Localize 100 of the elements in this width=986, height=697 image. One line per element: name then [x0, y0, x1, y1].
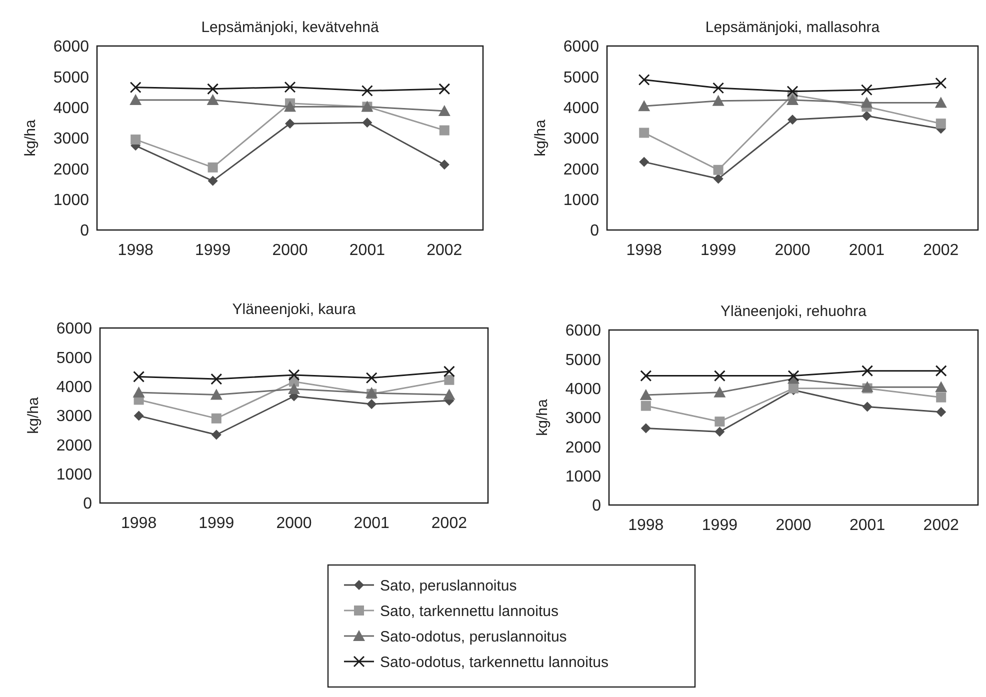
point	[206, 94, 219, 105]
point	[714, 426, 725, 437]
point	[130, 134, 141, 145]
point	[285, 118, 295, 129]
point	[713, 164, 724, 175]
x-tick-label: 2001	[848, 242, 885, 259]
legend-label: Sato-odotus, peruslannoitus	[380, 628, 567, 646]
y-axis-title: kg/ha	[534, 398, 551, 436]
point	[362, 118, 372, 128]
point	[132, 386, 145, 398]
x-tick-label: 2001	[349, 242, 386, 259]
point	[788, 114, 798, 125]
point	[130, 82, 142, 94]
legend-label: Sato, peruslannoitus	[380, 577, 517, 594]
y-tick-label: 1000	[563, 192, 600, 209]
point	[862, 402, 872, 412]
point	[786, 94, 798, 105]
point	[862, 110, 872, 121]
point	[936, 392, 946, 402]
y-tick-label: 5000	[563, 69, 600, 86]
y-tick-label: 0	[80, 222, 90, 240]
point	[211, 413, 222, 424]
point	[366, 399, 377, 410]
point	[638, 74, 650, 86]
point	[788, 370, 800, 382]
point	[860, 96, 873, 108]
y-tick-label: 5000	[53, 69, 90, 86]
x-tick-label: 1999	[700, 242, 736, 259]
y-tick-label: 4000	[53, 100, 90, 117]
point	[211, 430, 222, 440]
x-tick-label: 1999	[195, 242, 231, 259]
point	[438, 105, 450, 116]
point	[639, 128, 650, 138]
point	[934, 96, 947, 108]
x-tick-label: 2002	[431, 515, 468, 532]
point	[366, 372, 378, 384]
point	[288, 382, 300, 394]
x-tick-label: 2000	[272, 242, 308, 259]
y-tick-label: 4000	[563, 100, 600, 117]
point	[862, 365, 874, 377]
point	[640, 400, 651, 411]
y-axis-title: kg/ha	[22, 119, 39, 156]
y-tick-label: 2000	[56, 437, 92, 454]
point	[786, 86, 798, 98]
y-tick-label: 6000	[56, 320, 92, 338]
point	[860, 84, 872, 96]
point	[208, 176, 218, 186]
y-tick-label: 3000	[563, 130, 600, 148]
point	[444, 374, 454, 385]
point	[134, 410, 144, 421]
point	[288, 369, 300, 381]
x-tick-label: 2001	[850, 517, 886, 534]
point	[936, 118, 946, 129]
point	[935, 77, 947, 89]
y-axis-title: kg/ha	[532, 119, 549, 156]
legend-label: Sato-odotus, tarkennettu lannoitus	[380, 654, 608, 671]
x-tick-label: 2000	[776, 517, 812, 534]
point	[443, 366, 455, 378]
point	[640, 423, 651, 434]
y-tick-label: 2000	[563, 161, 600, 178]
x-tick-label: 1998	[626, 242, 662, 259]
y-tick-label: 6000	[565, 322, 602, 340]
y-axis-title: kg/ha	[25, 396, 42, 434]
y-tick-label: 2000	[565, 439, 602, 456]
y-tick-label: 1000	[56, 466, 92, 484]
point	[439, 160, 450, 170]
y-tick-label: 0	[592, 498, 602, 515]
y-tick-label: 3000	[565, 410, 602, 428]
y-tick-label: 0	[83, 496, 92, 513]
x-tick-label: 2000	[774, 242, 810, 259]
x-tick-label: 1999	[702, 517, 738, 534]
point	[210, 388, 222, 400]
y-tick-label: 3000	[53, 130, 90, 148]
point	[714, 370, 726, 382]
point	[935, 381, 948, 392]
point	[208, 162, 218, 172]
x-tick-label: 1998	[628, 517, 664, 534]
y-tick-label: 0	[590, 222, 600, 240]
chart-title: Lepsämänjoki, kevätvehnä	[201, 19, 380, 36]
chart-title: Yläneenjoki, rehuohra	[720, 303, 868, 320]
x-tick-label: 1999	[198, 515, 234, 532]
x-tick-label: 2002	[923, 242, 959, 259]
point	[207, 83, 219, 95]
x-tick-label: 1998	[118, 242, 154, 259]
x-tick-label: 2000	[276, 515, 312, 532]
y-tick-label: 5000	[565, 352, 602, 369]
point	[284, 100, 296, 112]
point	[714, 416, 725, 427]
y-tick-label: 1000	[565, 468, 602, 486]
point	[935, 365, 947, 377]
chart-title: Yläneenjoki, kaura	[232, 301, 356, 318]
point	[640, 389, 652, 400]
point	[284, 81, 296, 93]
point	[361, 85, 373, 97]
point	[133, 370, 145, 382]
point	[443, 388, 456, 400]
chart-title: Lepsämänjoki, mallasohra	[705, 19, 880, 36]
point	[638, 100, 650, 112]
y-tick-label: 1000	[53, 192, 90, 209]
x-tick-label: 2001	[354, 515, 390, 532]
